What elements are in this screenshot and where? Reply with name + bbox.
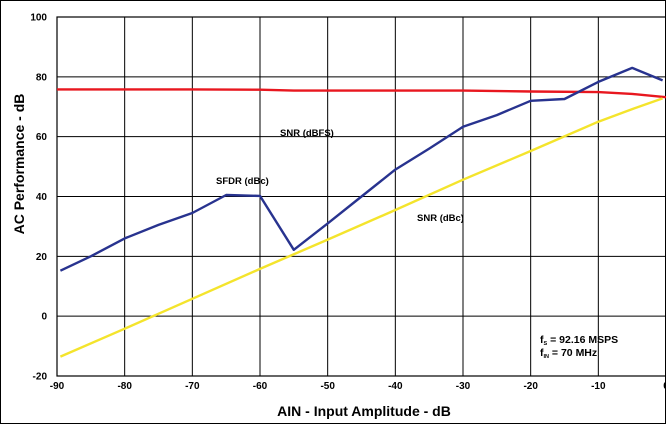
x-tick-label: -10 [591,381,606,392]
x-tick-label: -60 [253,381,268,392]
fin-value: = 70 MHz [549,347,597,359]
x-tick-label: -30 [456,381,471,392]
x-tick-label: -20 [523,381,538,392]
y-tick-label: 60 [36,132,48,143]
x-tick-label: -50 [320,381,335,392]
series-label-sfdr-dbc: SFDR (dBc) [216,176,269,187]
x-tick-label: -90 [50,381,65,392]
x-axis-label: AIN - Input Amplitude - dB [277,403,451,419]
x-tick-label: -40 [388,381,403,392]
y-tick-label: 0 [41,312,47,323]
series-line-snr-dbc [59,97,663,358]
y-tick-label: 100 [30,13,47,24]
ticks: -90 -80 -70 -60 -50 -40 -30 -20 -10 0 -20 0 20 40 60 80… [30,13,666,393]
series-layer [57,66,666,358]
series-line-snr-dbfs [57,88,666,99]
y-tick-label: 80 [36,72,48,83]
fin-f: f [540,347,544,359]
y-tick-label: 40 [36,192,48,203]
x-tick-label: -70 [185,381,200,392]
y-tick-label: -20 [33,372,48,383]
series-label-snr-dbfs: SNR (dBFS) [280,128,334,139]
y-tick-label: 20 [36,252,48,263]
input-frequency-note: fIN = 70 MHz [540,347,597,360]
series-line-sfdr-dbc [59,66,664,272]
series-label-snr-dbc: SNR (dBc) [417,213,464,224]
y-axis-label: AC Performance - dB [11,94,27,235]
fs-f: f [540,334,544,346]
sampling-frequency-note: fS = 92.16 MSPS [540,334,618,347]
fs-subscript: S [544,341,548,347]
x-tick-label: -80 [117,381,132,392]
x-tick-label: 0 [663,381,666,392]
fin-subscript: IN [544,354,550,360]
fs-value: = 92.16 MSPS [547,334,618,346]
